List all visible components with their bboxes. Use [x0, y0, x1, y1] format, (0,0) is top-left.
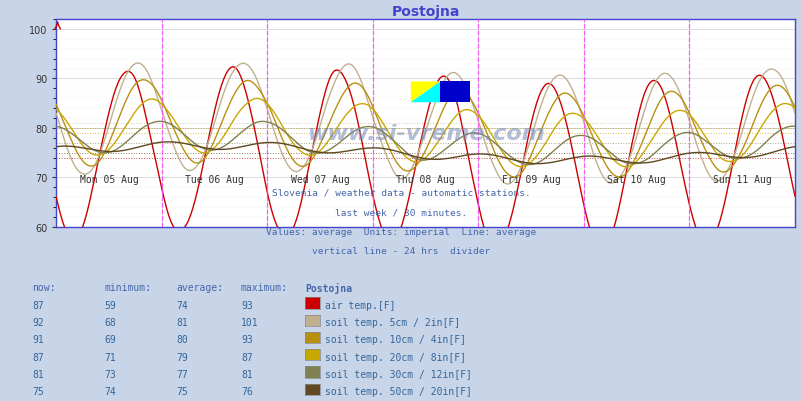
- Text: 77: 77: [176, 369, 188, 379]
- Text: Values: average  Units: imperial  Line: average: Values: average Units: imperial Line: av…: [266, 227, 536, 236]
- Text: soil temp. 10cm / 4in[F]: soil temp. 10cm / 4in[F]: [325, 334, 466, 344]
- Text: 81: 81: [32, 369, 44, 379]
- Text: 93: 93: [241, 334, 253, 344]
- Text: 91: 91: [32, 334, 44, 344]
- Text: maximum:: maximum:: [241, 283, 288, 293]
- Text: 80: 80: [176, 334, 188, 344]
- Text: minimum:: minimum:: [104, 283, 152, 293]
- Text: Sun 11 Aug: Sun 11 Aug: [712, 174, 771, 184]
- Text: 87: 87: [32, 300, 44, 310]
- Text: Thu 08 Aug: Thu 08 Aug: [395, 174, 455, 184]
- Text: 74: 74: [104, 386, 116, 396]
- Text: 74: 74: [176, 300, 188, 310]
- Text: Wed 07 Aug: Wed 07 Aug: [290, 174, 349, 184]
- Text: Sat 10 Aug: Sat 10 Aug: [606, 174, 665, 184]
- Text: last week / 30 minutes.: last week / 30 minutes.: [335, 208, 467, 217]
- Text: soil temp. 50cm / 20in[F]: soil temp. 50cm / 20in[F]: [325, 386, 472, 396]
- Polygon shape: [411, 82, 439, 103]
- Polygon shape: [411, 82, 439, 103]
- Text: 81: 81: [241, 369, 253, 379]
- Text: 81: 81: [176, 317, 188, 327]
- Text: 71: 71: [104, 352, 116, 362]
- Text: Tue 06 Aug: Tue 06 Aug: [185, 174, 244, 184]
- Text: air temp.[F]: air temp.[F]: [325, 300, 395, 310]
- Text: 68: 68: [104, 317, 116, 327]
- Text: 76: 76: [241, 386, 253, 396]
- Text: 79: 79: [176, 352, 188, 362]
- Text: 87: 87: [241, 352, 253, 362]
- Title: Postojna: Postojna: [391, 5, 460, 19]
- Text: 92: 92: [32, 317, 44, 327]
- Text: 69: 69: [104, 334, 116, 344]
- Text: 75: 75: [176, 386, 188, 396]
- Text: soil temp. 5cm / 2in[F]: soil temp. 5cm / 2in[F]: [325, 317, 460, 327]
- Text: 101: 101: [241, 317, 258, 327]
- Text: 75: 75: [32, 386, 44, 396]
- Text: 73: 73: [104, 369, 116, 379]
- Text: Slovenia / weather data - automatic stations.: Slovenia / weather data - automatic stat…: [272, 188, 530, 197]
- Text: Fri 09 Aug: Fri 09 Aug: [501, 174, 560, 184]
- Text: Postojna: Postojna: [305, 283, 352, 294]
- Text: average:: average:: [176, 283, 224, 293]
- Text: vertical line - 24 hrs  divider: vertical line - 24 hrs divider: [312, 246, 490, 255]
- Text: 93: 93: [241, 300, 253, 310]
- Text: 87: 87: [32, 352, 44, 362]
- Text: soil temp. 20cm / 8in[F]: soil temp. 20cm / 8in[F]: [325, 352, 466, 362]
- Text: 59: 59: [104, 300, 116, 310]
- Text: Mon 05 Aug: Mon 05 Aug: [79, 174, 138, 184]
- Text: now:: now:: [32, 283, 55, 293]
- Text: www.si-vreme.com: www.si-vreme.com: [306, 124, 544, 144]
- Text: soil temp. 30cm / 12in[F]: soil temp. 30cm / 12in[F]: [325, 369, 472, 379]
- Polygon shape: [439, 82, 469, 103]
